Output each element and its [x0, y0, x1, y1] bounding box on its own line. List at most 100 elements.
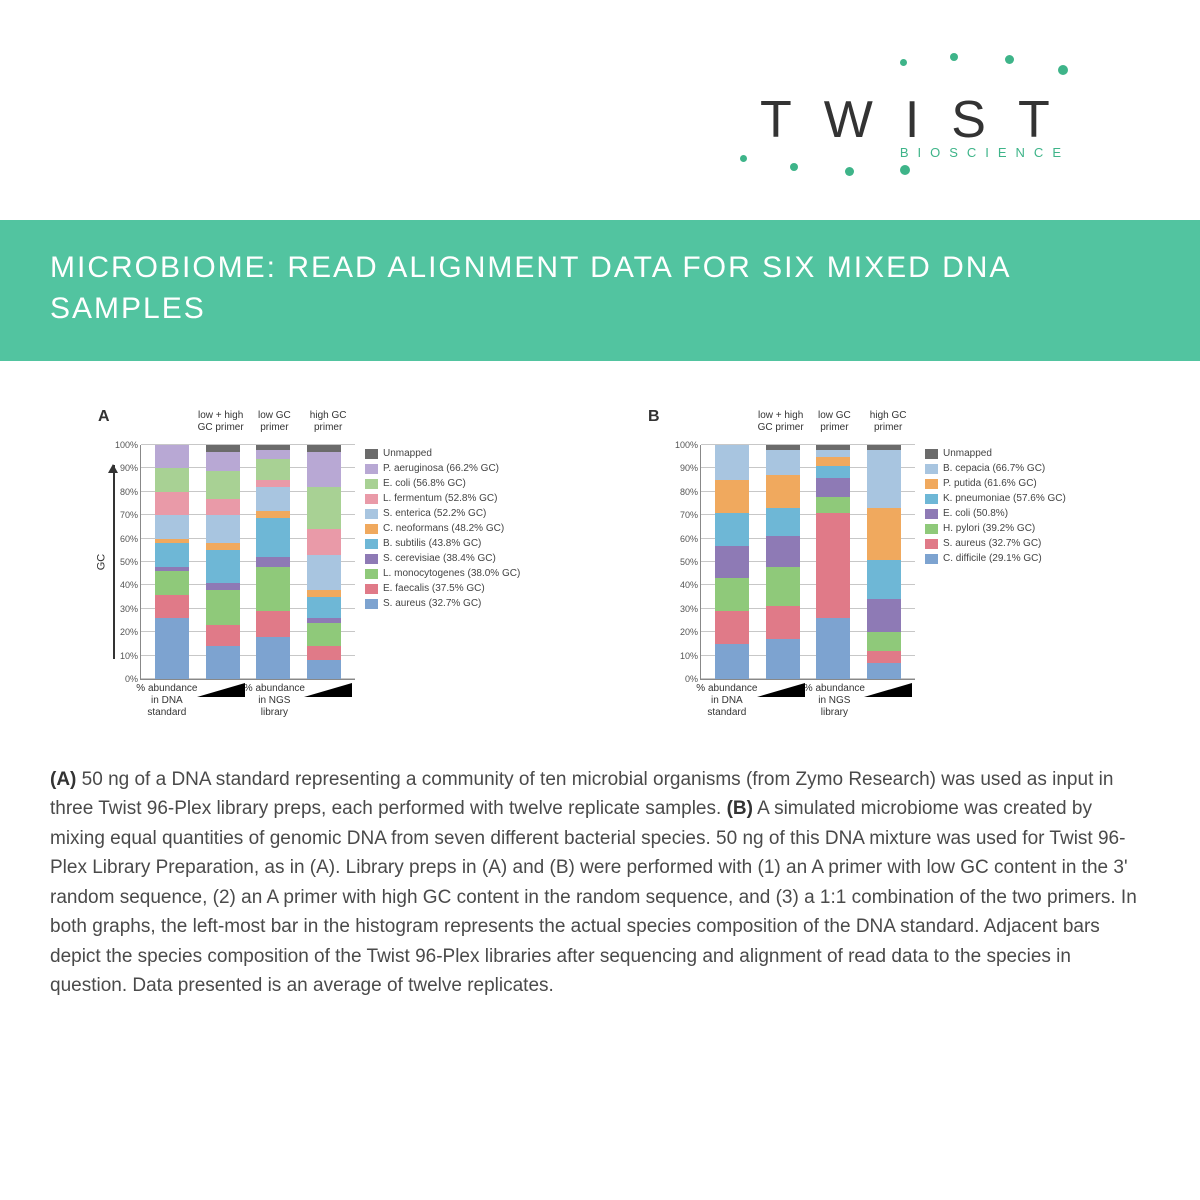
bar-segment — [206, 550, 240, 583]
legend-swatch — [925, 479, 938, 489]
legend-label: L. monocytogenes (38.0% GC) — [383, 568, 520, 579]
legend-item: B. cepacia (66.7% GC) — [925, 463, 1066, 474]
legend: UnmappedP. aeruginosa (66.2% GC)E. coli … — [365, 448, 520, 613]
legend-item: B. subtilis (43.8% GC) — [365, 538, 520, 549]
logo-subtitle: BIOSCIENCE — [900, 145, 1070, 160]
legend-swatch — [925, 464, 938, 474]
bar-segment — [766, 639, 800, 679]
title-bar: MICROBIOME: READ ALIGNMENT DATA FOR SIX … — [0, 220, 1200, 361]
bar-segment — [816, 513, 850, 618]
bar-segment — [766, 536, 800, 566]
bar-segment — [867, 599, 901, 632]
legend-item: C. difficile (29.1% GC) — [925, 553, 1066, 564]
bar-segment — [206, 515, 240, 543]
caption-text-2: A simulated microbiome was created by mi… — [50, 798, 1137, 996]
legend-label: S. cerevisiae (38.4% GC) — [383, 553, 496, 564]
bar-segment — [816, 457, 850, 466]
bar-segment — [816, 497, 850, 513]
bar-segment — [715, 611, 749, 644]
triangle-marker — [757, 683, 805, 697]
bar-segment — [816, 450, 850, 457]
bar-segment — [307, 623, 341, 646]
bar-segment — [307, 646, 341, 660]
bar-segment — [307, 452, 341, 487]
bar-segment — [155, 445, 189, 468]
bar-segment — [867, 651, 901, 663]
legend-swatch — [925, 539, 938, 549]
bar-segment — [256, 487, 290, 510]
stacked-bar — [766, 445, 800, 679]
legend-item: Unmapped — [925, 448, 1066, 459]
legend-item: H. pylori (39.2% GC) — [925, 523, 1066, 534]
bar-segment — [816, 618, 850, 679]
bar-segment — [766, 450, 800, 476]
legend-swatch — [365, 509, 378, 519]
bar-segment — [867, 508, 901, 559]
bar-segment — [715, 445, 749, 480]
bar-segment — [206, 590, 240, 625]
bar-segment — [155, 571, 189, 594]
legend-label: E. coli (50.8%) — [943, 508, 1008, 519]
legend-swatch — [365, 464, 378, 474]
bar-segment — [155, 515, 189, 538]
stacked-bar — [206, 445, 240, 679]
figure-caption: (A) 50 ng of a DNA standard representing… — [50, 765, 1150, 1001]
column-header: high GC primer — [299, 410, 357, 433]
bar-segment — [307, 590, 341, 597]
legend-item: C. neoformans (48.2% GC) — [365, 523, 520, 534]
bar-segment — [715, 644, 749, 679]
bar-segment — [206, 543, 240, 550]
bar-segment — [155, 543, 189, 566]
legend-item: K. pneumoniae (57.6% GC) — [925, 493, 1066, 504]
legend-swatch — [365, 449, 378, 459]
legend-item: E. coli (50.8%) — [925, 508, 1066, 519]
legend-label: E. faecalis (37.5% GC) — [383, 583, 485, 594]
legend-label: S. aureus (32.7% GC) — [383, 598, 481, 609]
chart-panel-a: A 0%10%20%30%40%50%60%70%80%90%100%GC low … — [0, 400, 600, 730]
column-header: low + high GC primer — [752, 410, 810, 433]
bar-segment — [816, 466, 850, 478]
legend-swatch — [925, 449, 938, 459]
bar-segment — [867, 632, 901, 651]
bar-segment — [715, 513, 749, 546]
legend-item: S. aureus (32.7% GC) — [925, 538, 1066, 549]
legend-label: Unmapped — [383, 448, 432, 459]
bar-segment — [256, 480, 290, 487]
bar-segment — [206, 452, 240, 471]
panel-label: B — [648, 408, 660, 426]
bar-segment — [766, 508, 800, 536]
bar-segment — [307, 445, 341, 452]
bar-segment — [307, 660, 341, 679]
bar-segment — [766, 475, 800, 508]
x-label: % abundance in DNA standard — [696, 683, 758, 719]
legend-swatch — [365, 599, 378, 609]
legend-swatch — [365, 494, 378, 504]
column-header: low GC primer — [805, 410, 863, 433]
chart-panel-b: B0%10%20%30%40%50%60%70%80%90%100%low + … — [600, 400, 1200, 730]
bar-segment — [256, 557, 290, 566]
legend-label: P. aeruginosa (66.2% GC) — [383, 463, 499, 474]
bar-segment — [155, 468, 189, 491]
x-label: % abundance in DNA standard — [136, 683, 198, 719]
legend-label: Unmapped — [943, 448, 992, 459]
bar-segment — [155, 618, 189, 679]
legend-item: S. cerevisiae (38.4% GC) — [365, 553, 520, 564]
legend-item: S. enterica (52.2% GC) — [365, 508, 520, 519]
bar-segment — [715, 480, 749, 513]
panel-label: A — [98, 408, 110, 426]
bar-segment — [155, 595, 189, 618]
bar-segment — [206, 499, 240, 515]
triangle-marker — [864, 683, 912, 697]
logo-text: TWIST — [760, 90, 1082, 150]
stacked-bar — [307, 445, 341, 679]
legend-swatch — [365, 524, 378, 534]
column-header: low GC primer — [245, 410, 303, 433]
bar-segment — [206, 583, 240, 590]
bar-segment — [307, 555, 341, 590]
caption-label-a: (A) — [50, 769, 76, 790]
page-title: MICROBIOME: READ ALIGNMENT DATA FOR SIX … — [50, 248, 1150, 329]
legend-swatch — [925, 524, 938, 534]
triangle-marker — [304, 683, 352, 697]
bar-segment — [715, 546, 749, 579]
chart-area: 0%10%20%30%40%50%60%70%80%90%100%GC — [140, 445, 355, 680]
